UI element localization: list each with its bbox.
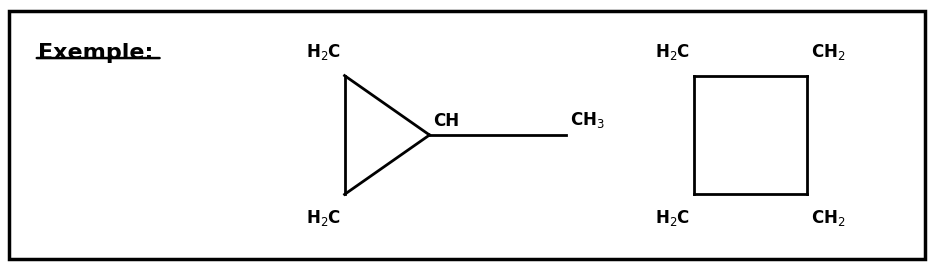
Text: CH$_3$: CH$_3$ — [570, 110, 605, 130]
Text: H$_2$C: H$_2$C — [306, 42, 341, 62]
Text: H$_2$C: H$_2$C — [655, 42, 690, 62]
Text: H$_2$C: H$_2$C — [655, 208, 690, 228]
Text: CH$_2$: CH$_2$ — [811, 42, 846, 62]
Text: CH$_2$: CH$_2$ — [811, 208, 846, 228]
Text: CH: CH — [433, 112, 460, 130]
Text: Exemple:: Exemple: — [38, 43, 153, 63]
Text: H$_2$C: H$_2$C — [306, 208, 341, 228]
